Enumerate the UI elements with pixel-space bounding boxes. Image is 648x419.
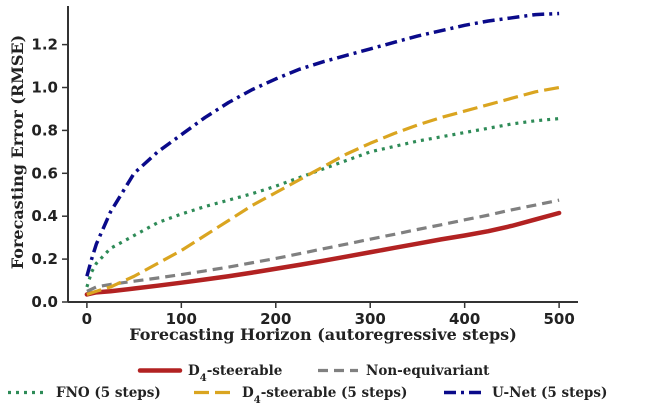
x-tick-label: 500 [543, 310, 574, 328]
legend-label-u-net-5-steps: U-Net (5 steps) [492, 385, 607, 401]
y-axis-title: Forecasting Error (RMSE) [8, 35, 27, 269]
y-tick-label: 0.8 [31, 121, 58, 139]
series-line-d4-steerable [84, 210, 562, 297]
plot-lines [84, 11, 562, 297]
axes [67, 6, 578, 303]
y-tick-label: 0.2 [31, 250, 58, 268]
y-tick-label: 0.0 [31, 293, 58, 311]
series-line-non-equivariant [86, 198, 560, 293]
legend: D4-steerable Non-equivariant FNO (5 steps)… [8, 363, 607, 406]
y-ticks: 0.0 0.2 0.4 0.6 0.8 1.0 1.2 [31, 36, 68, 311]
series-line-u-net-5-steps [85, 11, 560, 277]
series-line-d4-steerable-5-steps [86, 85, 560, 297]
x-tick-label: 300 [355, 310, 386, 328]
x-tick-label: 100 [166, 310, 197, 328]
x-tick-label: 200 [260, 310, 291, 328]
y-tick-label: 1.0 [31, 79, 58, 97]
x-axis-title: Forecasting Horizon (autoregressive step… [129, 325, 517, 344]
series-line-fno-5-steps [85, 117, 560, 288]
legend-label-non-equivariant: Non-equivariant [366, 363, 490, 379]
legend-label-fno-5-steps: FNO (5 steps) [56, 385, 161, 401]
legend-label-d4-steerable: D4-steerable [188, 363, 282, 384]
x-ticks: 0 100 200 300 400 500 [82, 302, 575, 328]
y-tick-label: 1.2 [31, 36, 58, 54]
y-tick-label: 0.6 [31, 164, 58, 182]
legend-label-d4-steerable-5-steps: D4-steerable (5 steps) [242, 385, 407, 406]
y-tick-label: 0.4 [31, 207, 58, 225]
x-tick-label: 0 [82, 310, 92, 328]
x-tick-label: 400 [449, 310, 480, 328]
